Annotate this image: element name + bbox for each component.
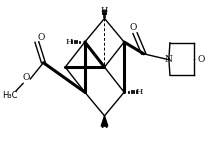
Text: O: O — [129, 23, 136, 32]
Text: N: N — [165, 55, 173, 64]
Text: O: O — [198, 55, 205, 63]
Polygon shape — [101, 116, 108, 126]
Text: O: O — [22, 73, 30, 82]
Text: H: H — [66, 38, 73, 46]
Text: H: H — [136, 88, 143, 96]
Text: H: H — [101, 6, 108, 14]
Text: O: O — [37, 33, 45, 42]
Text: H: H — [101, 122, 108, 130]
Text: H₃C: H₃C — [2, 91, 17, 100]
